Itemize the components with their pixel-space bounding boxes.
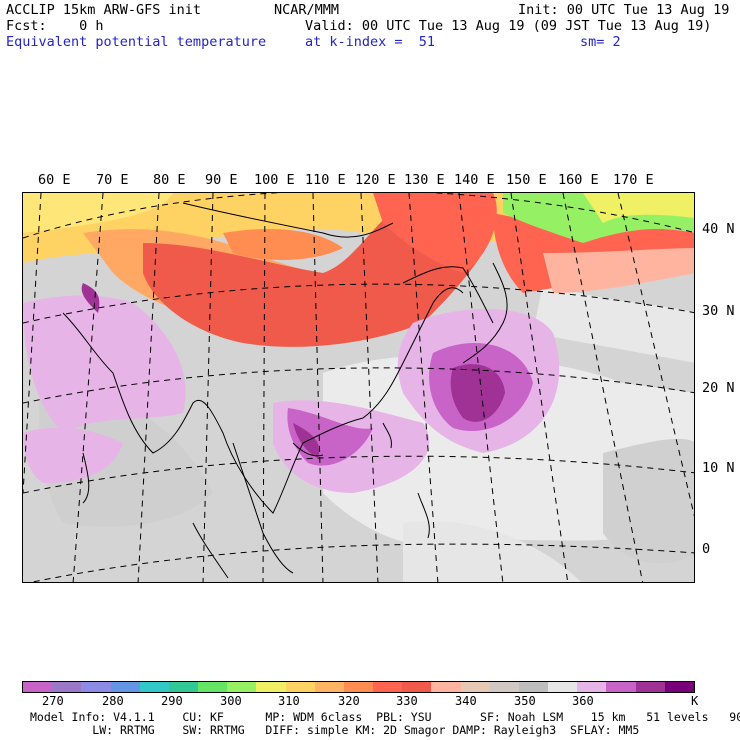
colorbar-swatch <box>489 682 519 692</box>
colorbar-swatch <box>431 682 461 692</box>
lat-label: 10 N <box>702 460 735 476</box>
colorbar-unit: K <box>691 694 699 708</box>
model-info-line1: Model Info: V4.1.1 CU: KF MP: WDM 6class… <box>30 710 740 724</box>
colorbar-swatch <box>198 682 228 692</box>
colorbar-swatch <box>664 682 694 692</box>
colorbar-label: 310 <box>278 694 300 708</box>
colorbar-swatch <box>402 682 432 692</box>
lon-label: 130 E <box>404 172 445 188</box>
colorbar-swatch <box>518 682 549 692</box>
colorbar-swatch <box>460 682 490 692</box>
map-canvas <box>23 193 694 582</box>
lon-label: 120 E <box>355 172 396 188</box>
colorbar-swatch <box>314 682 344 692</box>
colorbar-swatch <box>81 682 111 692</box>
smoothing-info: sm= 2 <box>580 34 621 50</box>
init-time: Init: 00 UTC Tue 13 Aug 19 <box>518 2 730 18</box>
lon-label: 90 E <box>205 172 238 188</box>
colorbar-swatch <box>52 682 82 692</box>
lon-label: 140 E <box>454 172 495 188</box>
lon-label: 160 E <box>558 172 599 188</box>
lat-label: 40 N <box>702 221 735 237</box>
colorbar-label: 330 <box>396 694 418 708</box>
colorbar-swatch <box>256 682 286 692</box>
lon-label: 60 E <box>38 172 71 188</box>
valid-time: Valid: 00 UTC Tue 13 Aug 19 (09 JST Tue … <box>305 18 712 34</box>
lon-label: 100 E <box>254 172 295 188</box>
colorbar-label: 350 <box>514 694 536 708</box>
lat-label: 30 N <box>702 303 735 319</box>
colorbar-label: 290 <box>161 694 183 708</box>
colorbar-label: 360 <box>572 694 594 708</box>
colorbar-swatch <box>373 682 403 692</box>
lon-label: 150 E <box>506 172 547 188</box>
colorbar-swatch <box>23 682 53 692</box>
colorbar-swatch <box>343 682 374 692</box>
colorbar-label: 320 <box>338 694 360 708</box>
lon-label: 70 E <box>96 172 129 188</box>
colorbar-swatch <box>577 682 607 692</box>
colorbar-swatch <box>168 682 199 692</box>
organization: NCAR/MMM <box>274 2 340 18</box>
colorbar-label: 270 <box>42 694 64 708</box>
colorbar-swatch <box>548 682 578 692</box>
level-info: at k-index = 51 <box>305 34 436 50</box>
colorbar-swatch <box>227 682 257 692</box>
colorbar-label: 340 <box>455 694 477 708</box>
forecast-hour: Fcst: 0 h <box>6 18 104 34</box>
lon-label: 80 E <box>153 172 186 188</box>
lat-label: 0 <box>702 541 711 557</box>
lon-label: 110 E <box>305 172 346 188</box>
lon-label: 170 E <box>613 172 654 188</box>
theta-e-map <box>22 192 695 583</box>
colorbar-swatch <box>606 682 636 692</box>
colorbar-swatch <box>139 682 169 692</box>
colorbar-label: 300 <box>220 694 242 708</box>
colorbar-swatch <box>110 682 140 692</box>
model-title: ACCLIP 15km ARW-GFS init <box>6 2 202 18</box>
lat-label: 20 N <box>702 380 735 396</box>
colorbar-swatch <box>635 682 665 692</box>
field-name: Equivalent potential temperature <box>6 34 267 50</box>
colorbar-label: 280 <box>102 694 124 708</box>
colorbar-swatch <box>285 682 315 692</box>
model-info-line2: LW: RRTMG SW: RRTMG DIFF: simple KM: 2D … <box>30 723 640 737</box>
colorbar <box>22 681 695 693</box>
